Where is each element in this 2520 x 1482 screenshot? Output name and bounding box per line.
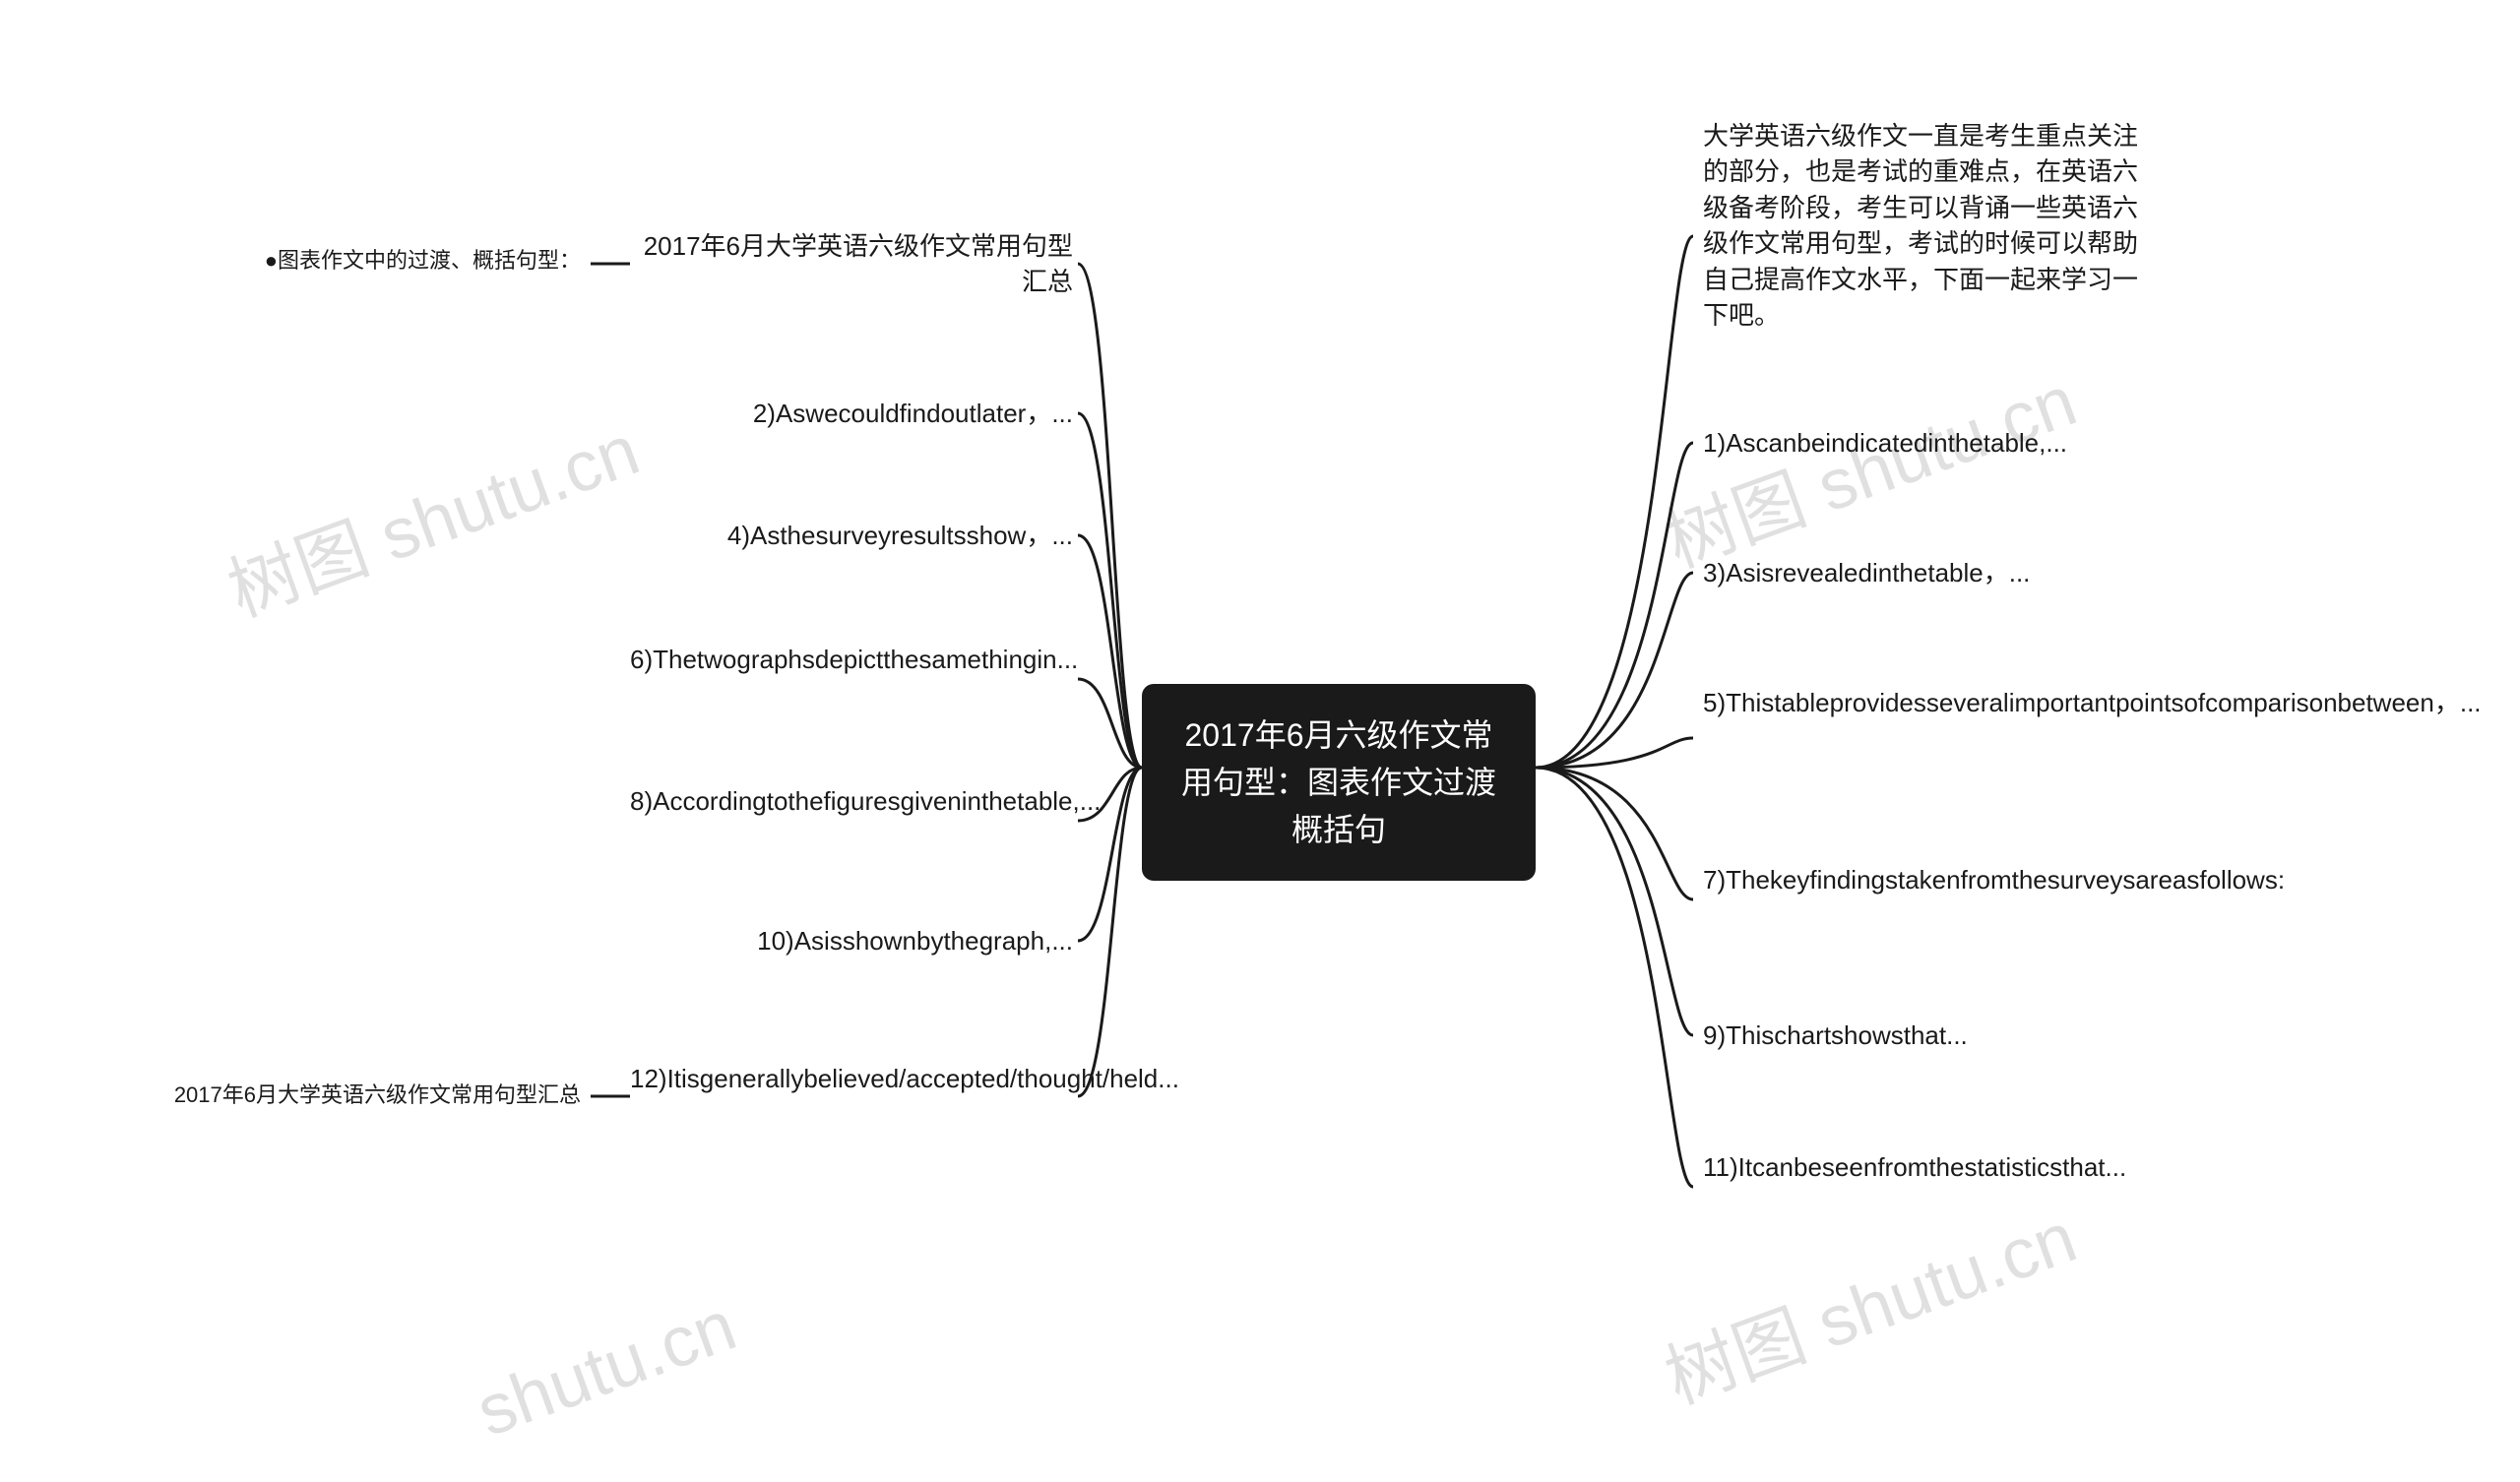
left-branch-3: 6)Thetwographsdepictthesamethingin... [630,642,1073,677]
right-branch-3: 5)Thistableprovidesseveralimportantpoint… [1703,685,2146,720]
watermark: shutu.cn [467,1285,746,1452]
watermark: 树图 shutu.cn [212,393,651,637]
watermark: 树图 shutu.cn [1649,343,2088,587]
left-branch-6-child: 2017年6月大学英语六级作文常用句型汇总 [128,1081,581,1111]
left-branch-6: 12)Itisgenerallybelieved/accepted/though… [630,1061,1073,1096]
right-branch-4: 7)Thekeyfindingstakenfromthesurveysareas… [1703,862,2146,897]
left-branch-0: 2017年6月大学英语六级作文常用句型汇总 [640,228,1073,300]
watermark: 树图 shutu.cn [1649,1180,2088,1424]
right-branch-6: 11)Itcanbeseenfromthestatisticsthat... [1703,1149,2146,1185]
left-branch-5: 10)Asisshownbythegraph,... [660,923,1073,958]
right-branch-5: 9)Thischartshowsthat... [1703,1018,2057,1053]
right-branch-2: 3)Asisrevealedinthetable，... [1703,555,2116,590]
right-branch-0: 大学英语六级作文一直是考生重点关注的部分，也是考试的重难点，在英语六级备考阶段，… [1703,118,2146,333]
right-branch-1: 1)Ascanbeindicatedinthetable,... [1703,425,2136,461]
left-branch-2: 4)Asthesurveyresultsshow，... [660,518,1073,553]
mindmap-center: 2017年6月六级作文常用句型：图表作文过渡概括句 [1142,684,1536,881]
left-branch-4: 8)Accordingtothefiguresgiveninthetable,.… [630,783,1073,819]
left-branch-1: 2)Aswecouldfindoutlater，... [660,396,1073,431]
left-branch-0-child: ●图表作文中的过渡、概括句型： [226,246,581,277]
